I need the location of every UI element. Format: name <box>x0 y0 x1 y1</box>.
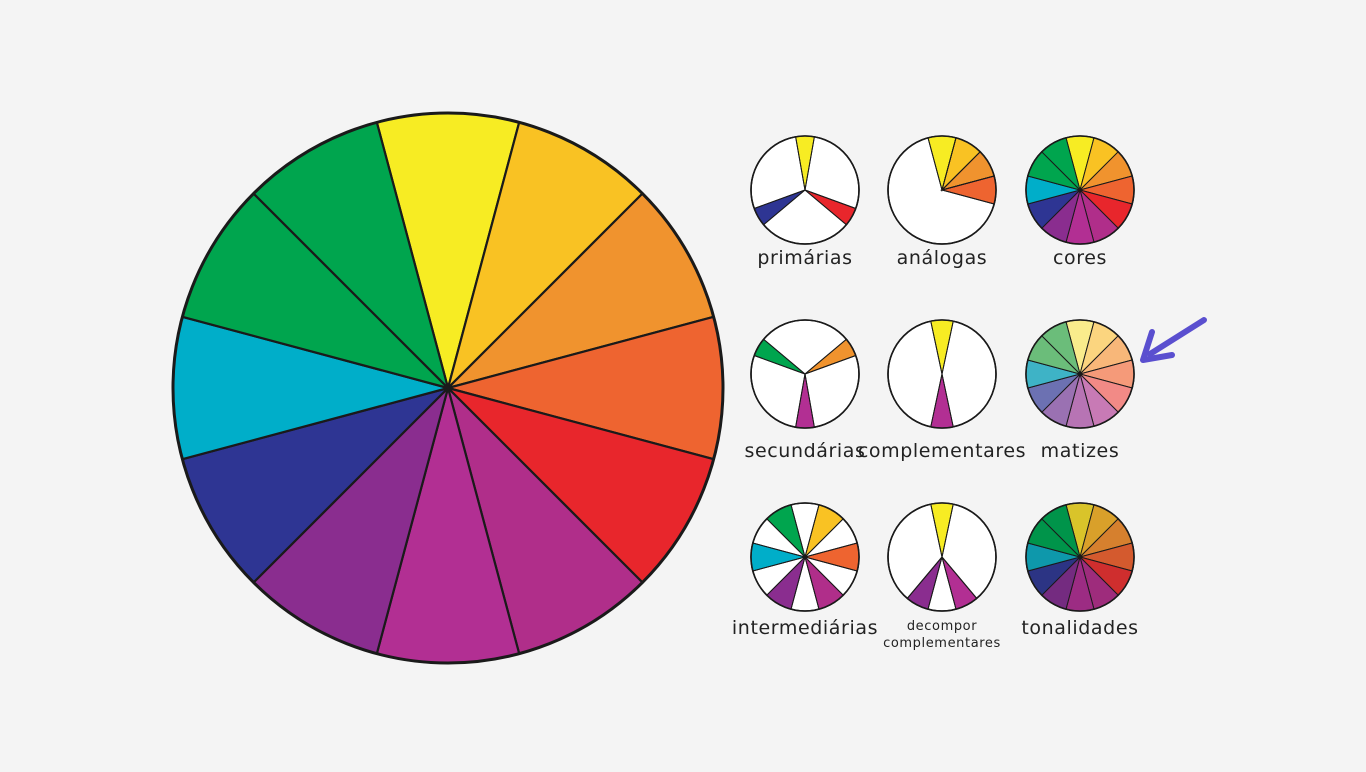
wedge-divider <box>906 556 943 599</box>
wedge-divider <box>795 136 806 191</box>
small-wheel-rim <box>1025 319 1135 429</box>
main-wheel-rim <box>171 111 725 665</box>
wedge-divider <box>804 189 847 226</box>
wedge-divider <box>930 504 943 558</box>
wedge-divider <box>763 189 806 226</box>
wheel-label-analogas: análogas <box>897 247 988 269</box>
wedge-divider <box>930 373 943 427</box>
small-wheel-rim <box>750 135 860 245</box>
wheel-label-decompor-line2: complementares <box>883 636 1001 651</box>
small-wheel-complementares <box>887 319 997 429</box>
small-wheel-rim <box>887 319 997 429</box>
wedge-divider <box>927 137 943 191</box>
small-wheel-cores <box>1025 135 1135 245</box>
wedge-divider <box>941 175 995 191</box>
wheel-label-intermediarias: intermediárias <box>732 617 878 639</box>
small-wheel-rim <box>1025 502 1135 612</box>
wedge-divider <box>766 518 806 558</box>
wedge-divider <box>941 556 957 610</box>
small-wheel-secundarias <box>750 319 860 429</box>
wedge-divider <box>804 542 858 558</box>
wedge-divider <box>804 556 844 596</box>
wheel-label-decompor: decompor <box>907 619 977 634</box>
wedge-divider <box>941 151 981 191</box>
small-wheel-matizes <box>1025 319 1135 429</box>
wedge-divider <box>766 556 806 596</box>
wheel-label-cores: cores <box>1053 247 1107 269</box>
wheel-label-matizes: matizes <box>1041 440 1120 462</box>
wedge-divider <box>752 556 806 572</box>
main-color-wheel <box>171 111 725 665</box>
wedge-divider <box>804 556 858 572</box>
wheel-label-primarias: primárias <box>757 247 852 269</box>
pointer-arrow-icon <box>1140 317 1207 363</box>
small-wheel-rim <box>887 502 997 612</box>
small-wheel-analogas <box>887 135 997 245</box>
wheel-label-tonalidades: tonalidades <box>1021 617 1138 639</box>
wedge-divider <box>752 542 806 558</box>
wedge-divider <box>790 556 806 610</box>
wedge-divider <box>804 136 815 191</box>
wedge-divider <box>804 189 856 209</box>
wedge-divider <box>754 355 806 375</box>
small-wheels-grid <box>750 135 1135 612</box>
wedge-divider <box>941 373 954 427</box>
wedge-divider <box>941 556 978 599</box>
wheel-label-secundarias: secundárias <box>744 440 865 462</box>
wedge-divider <box>941 189 995 205</box>
wedge-divider <box>804 373 815 428</box>
small-wheel-decompor <box>887 502 997 612</box>
wedge-divider <box>790 504 806 558</box>
small-wheel-rim <box>750 502 860 612</box>
wheel-labels: primárias análogas coressecundáriascomplem… <box>732 247 1138 651</box>
wedge-divider <box>804 518 844 558</box>
wheel-label-complementares: complementares <box>858 440 1026 462</box>
wedge-divider <box>804 504 820 558</box>
wedge-divider <box>763 338 806 375</box>
small-wheel-primarias <box>750 135 860 245</box>
small-wheel-rim <box>1025 135 1135 245</box>
wedge-divider <box>930 321 943 375</box>
wedge-divider <box>804 355 856 375</box>
wedge-divider <box>941 321 954 375</box>
wedge-divider <box>941 504 954 558</box>
wedge-divider <box>804 556 820 610</box>
wedge-divider <box>754 189 806 209</box>
wedge-divider <box>927 556 943 610</box>
small-wheel-tonalidades <box>1025 502 1135 612</box>
wedge-divider <box>804 338 847 375</box>
wedge-divider <box>795 373 806 428</box>
small-wheel-intermediarias <box>750 502 860 612</box>
small-wheel-rim <box>887 135 997 245</box>
small-wheel-rim <box>750 319 860 429</box>
wedge-divider <box>941 137 957 191</box>
